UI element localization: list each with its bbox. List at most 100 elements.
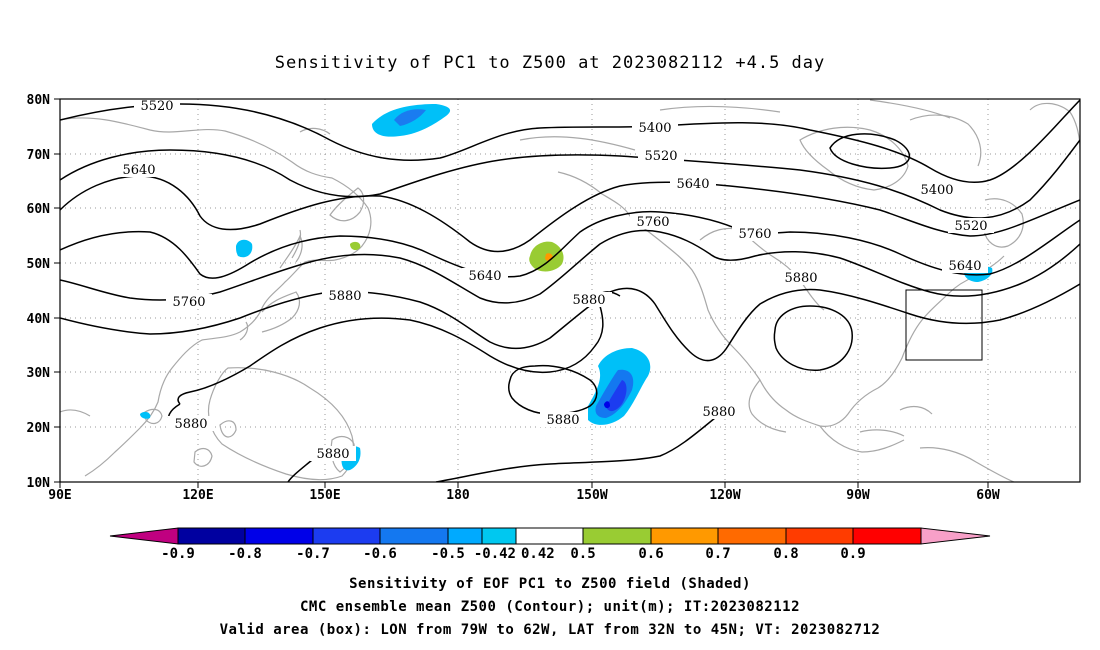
colorbar-labels: -0.9 -0.8 -0.7 -0.6 -0.5 -0.42 0.42 0.5 … (161, 546, 866, 562)
x-tick-label: 150W (576, 488, 607, 503)
colorbar-label: -0.9 (161, 546, 195, 562)
colorbar-swatch (244, 527, 314, 545)
contour-label-bg (630, 214, 676, 229)
contour-label-bg (134, 98, 180, 113)
y-tick-label: 60N (27, 202, 51, 217)
y-axis-ticks: 80N 70N 60N 50N 40N 30N 20N 10N (27, 93, 51, 491)
colorbar-label: 0.42 (521, 546, 555, 562)
colorbar-label: 0.9 (840, 546, 865, 562)
contour-label: 5520 (644, 149, 677, 164)
contour-label: 5880 (328, 289, 361, 304)
contour-label-bg (696, 404, 742, 419)
contour-label-bg (670, 176, 716, 191)
caption-line-1: Sensitivity of EOF PC1 to Z500 field (Sh… (349, 576, 751, 592)
contour-label-bg (778, 270, 824, 285)
contour-label: 5760 (636, 215, 669, 230)
contour-label: 5400 (638, 121, 671, 136)
colorbar-swatch (717, 527, 787, 545)
contour-label-bg (116, 162, 162, 177)
contour-label-bg (638, 148, 684, 163)
figure-captions: Sensitivity of EOF PC1 to Z500 field (Sh… (220, 576, 881, 638)
contour-label-bg (462, 268, 508, 283)
x-tick-label: 90E (48, 488, 71, 503)
shade-negative-hawaii-strong (604, 401, 610, 409)
colorbar-label: 0.5 (570, 546, 595, 562)
shade-negative-core-north (394, 109, 426, 126)
x-tick-label: 60W (976, 488, 1000, 503)
x-tick-label: 120W (709, 488, 740, 503)
colorbar-label: 0.7 (705, 546, 730, 562)
colorbar-label: -0.42 (474, 546, 516, 562)
x-tick-label: 180 (446, 488, 470, 503)
y-tick-label: 70N (27, 148, 51, 163)
contour-label-bg (914, 182, 960, 197)
contour-label: 5520 (140, 99, 173, 114)
contour-label: 5760 (738, 227, 771, 242)
z500-contours (60, 99, 1080, 482)
contour-label-bg (168, 416, 214, 431)
colorbar-swatch (515, 527, 584, 545)
colorbar-arrow-left (109, 527, 179, 545)
valid-area-box (905, 289, 983, 361)
contour-label: 5520 (954, 219, 987, 234)
y-tick-label: 30N (27, 366, 51, 381)
shade-negative-japan-sea (236, 239, 253, 258)
colorbar-segments (109, 527, 991, 545)
contour-label-bg (322, 288, 368, 303)
contour-label: 5880 (546, 413, 579, 428)
map-frame (59, 98, 1081, 483)
colorbar-swatch (312, 527, 381, 545)
contour-label: 5880 (572, 293, 605, 308)
colorbar-swatch (650, 527, 719, 545)
colorbar-swatch (785, 527, 854, 545)
contour-label: 5640 (122, 163, 155, 178)
caption-line-2: CMC ensemble mean Z500 (Contour); unit(m… (300, 599, 800, 615)
caption-line-3: Valid area (box): LON from 79W to 62W, L… (220, 622, 881, 638)
contour-labels: 5520 5640 5760 5880 5400 5520 5640 5760 … (116, 98, 994, 462)
contour-label: 5880 (702, 405, 735, 420)
contour-label-bg (948, 218, 994, 233)
colorbar-swatch (447, 527, 483, 545)
y-tick-label: 80N (27, 93, 51, 108)
figure-title: Sensitivity of PC1 to Z500 at 2023082112… (275, 53, 826, 73)
y-tick-label: 20N (27, 421, 51, 436)
contour-label: 5880 (316, 447, 349, 462)
colorbar-swatch (177, 527, 246, 545)
y-tick-label: 10N (27, 476, 51, 491)
contour-label-bg (942, 258, 988, 273)
colorbar-label: 0.6 (638, 546, 663, 562)
contour-label: 5640 (676, 177, 709, 192)
contour-label: 5760 (172, 295, 205, 310)
colorbar: -0.9 -0.8 -0.7 -0.6 -0.5 -0.42 0.42 0.5 … (109, 527, 991, 562)
shade-negative-south-china (140, 411, 151, 419)
colorbar-label: -0.5 (431, 546, 465, 562)
contour-label: 5880 (784, 271, 817, 286)
shade-positive-kamchatka (350, 241, 361, 251)
contour-label: 5640 (468, 269, 501, 284)
axis-tick-marks (54, 98, 989, 488)
colorbar-label: 0.8 (773, 546, 798, 562)
colorbar-swatch (481, 527, 517, 545)
contour-label: 5880 (174, 417, 207, 432)
contour-label: 5640 (948, 259, 981, 274)
colorbar-label: -0.8 (228, 546, 262, 562)
shade-negative-hawaii-core (606, 380, 627, 412)
map-panel: 5520 5640 5760 5880 5400 5520 5640 5760 … (27, 93, 1081, 503)
sensitivity-shading (140, 104, 993, 471)
contour-label-bg (310, 446, 356, 461)
x-axis-ticks: 90E 120E 150E 180 150W 120W 90W 60W (48, 488, 1000, 503)
colorbar-arrow-right (920, 527, 991, 545)
contour-label-bg (632, 120, 678, 135)
x-tick-label: 120E (182, 488, 213, 503)
contour-label-bg (732, 226, 778, 241)
contour-label-bg (540, 412, 586, 427)
colorbar-swatch (379, 527, 449, 545)
y-tick-label: 50N (27, 257, 51, 272)
contour-label-bg (566, 292, 612, 307)
y-tick-label: 40N (27, 312, 51, 327)
colorbar-label: -0.7 (296, 546, 330, 562)
contour-label-bg (166, 294, 212, 309)
colorbar-swatch (582, 527, 652, 545)
contour-label: 5400 (920, 183, 953, 198)
